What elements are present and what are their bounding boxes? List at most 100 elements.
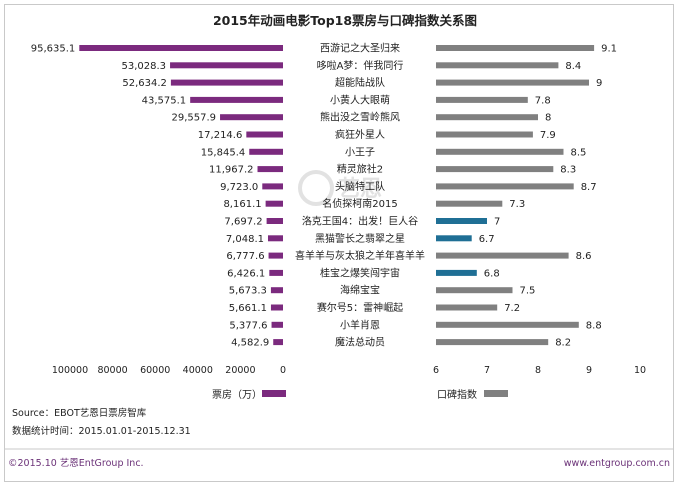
footer-copyright: ©2015.10 艺恩EntGroup Inc.	[8, 458, 144, 469]
rating-tick-label: 9	[586, 365, 592, 376]
source-note: Source：EBOT艺恩日票房智库	[12, 407, 147, 419]
rating-value-label: 8.8	[586, 320, 602, 331]
box-office-bar	[262, 183, 283, 190]
rating-bar	[436, 62, 559, 69]
rating-bar	[436, 339, 549, 346]
box-office-value-label: 15,845.4	[201, 147, 246, 158]
rating-bar	[436, 200, 503, 207]
category-label: 西游记之大圣归来	[320, 42, 400, 55]
box-office-value-label: 7,048.1	[226, 234, 264, 245]
box-office-bar	[269, 269, 283, 276]
box-office-value-label: 5,661.1	[229, 303, 267, 314]
box-office-value-label: 43,575.1	[142, 95, 187, 106]
category-label: 名侦探柯南2015	[322, 197, 397, 210]
rating-value-label: 9.1	[601, 44, 617, 55]
rating-value-label: 7.9	[540, 130, 556, 141]
rating-bar	[436, 321, 579, 328]
box-office-value-label: 5,673.3	[229, 286, 267, 297]
category-label: 小王子	[345, 146, 375, 158]
rating-bar	[436, 131, 533, 138]
rating-axis: 6 7 8 9 10	[433, 365, 646, 376]
box-office-tick-label: 20000	[225, 365, 255, 376]
legend-rating-label: 口碑指数	[437, 388, 477, 401]
category-label: 疯狂外星人	[335, 128, 385, 141]
rating-bar	[436, 183, 574, 190]
legend-box-office-swatch	[262, 390, 286, 397]
rating-value-label: 8	[545, 113, 551, 124]
period-note: 数据统计时间：2015.01.01-2015.12.31	[12, 425, 191, 437]
rating-tick-label: 7	[484, 365, 490, 376]
rating-bar	[436, 96, 528, 103]
box-office-tick-label: 60000	[140, 365, 170, 376]
box-office-value-label: 7,697.2	[224, 217, 262, 228]
category-label: 超能陆战队	[335, 76, 385, 89]
rating-series: 9.1 8.4 9 7.8 8 7.9 8.5 8.3 8.7 7.3 7 6.7 8.6 6.8 7.57…	[436, 44, 617, 349]
rating-bar	[436, 218, 487, 224]
box-office-bar	[79, 45, 283, 51]
category-label: 洛克王国4：出发！巨人谷	[302, 215, 418, 228]
watermark: 艺恩	[298, 170, 382, 206]
box-office-bar	[249, 148, 283, 155]
rating-value-label: 7.2	[504, 303, 520, 314]
box-office-bar	[271, 321, 283, 328]
box-office-value-label: 95,635.1	[31, 44, 76, 55]
rating-value-label: 7.5	[520, 286, 536, 297]
box-office-tick-label: 40000	[183, 365, 213, 376]
box-office-tick-label: 0	[280, 365, 286, 376]
legend: 票房（万） 口碑指数	[212, 388, 508, 401]
rating-bar	[436, 45, 595, 51]
category-label: 海绵宝宝	[340, 284, 380, 297]
footer-url: www.entgroup.com.cn	[564, 458, 670, 469]
category-label: 精灵旅社2	[337, 163, 383, 176]
box-office-value-label: 5,377.6	[229, 320, 267, 331]
rating-value-label: 7.3	[509, 199, 525, 210]
box-office-bar	[170, 79, 283, 86]
category-label: 黑猫警长之翡翠之星	[315, 232, 405, 245]
category-label: 小羊肖恩	[340, 318, 380, 331]
box-office-bar	[270, 304, 283, 311]
legend-rating-swatch	[484, 390, 508, 397]
box-office-bar	[270, 287, 283, 294]
rating-bar	[436, 148, 564, 155]
box-office-bar	[170, 62, 283, 69]
rating-bar	[436, 114, 538, 121]
watermark-text: 艺恩	[338, 176, 382, 202]
box-office-bar	[190, 96, 283, 103]
rating-value-label: 6.8	[484, 268, 500, 279]
box-office-value-label: 8,161.1	[223, 199, 261, 210]
box-office-value-label: 4,582.9	[231, 338, 269, 349]
category-label: 桂宝之爆笑闯宇宙	[320, 266, 400, 279]
box-office-bar	[220, 114, 283, 121]
box-office-value-label: 6,777.6	[226, 251, 264, 262]
box-office-bar	[273, 339, 283, 346]
rating-value-label: 7	[494, 217, 500, 228]
box-office-bar	[266, 218, 283, 224]
rating-bar	[436, 287, 513, 294]
box-office-value-label: 9,723.0	[220, 182, 258, 193]
category-label: 魔法总动员	[335, 336, 385, 349]
box-office-value-label: 6,426.1	[227, 268, 265, 279]
rating-tick-label: 8	[535, 365, 541, 376]
category-label: 头脑特工队	[335, 180, 385, 193]
rating-bar	[436, 269, 477, 276]
rating-value-label: 8.6	[576, 251, 592, 262]
rating-tick-label: 10	[634, 365, 646, 376]
category-label: 熊出没之雪岭熊风	[320, 111, 400, 124]
rating-bar	[436, 304, 498, 311]
box-office-value-label: 53,028.3	[122, 61, 167, 72]
box-office-tick-label: 100000	[52, 365, 88, 376]
category-label: 小黄人大眼萌	[330, 93, 390, 106]
rating-value-label: 8.2	[555, 338, 571, 349]
rating-value-label: 8.5	[571, 147, 587, 158]
box-office-bar	[246, 131, 283, 138]
box-office-axis: 100000 80000 60000 40000 20000 0	[52, 365, 286, 376]
chart-frame	[4, 4, 674, 482]
legend-box-office-label: 票房（万）	[212, 388, 262, 401]
rating-bar	[436, 166, 554, 173]
box-office-value-label: 11,967.2	[209, 165, 254, 176]
rating-bar	[436, 252, 569, 259]
box-office-tick-label: 80000	[97, 365, 127, 376]
rating-value-label: 9	[596, 78, 602, 89]
rating-tick-label: 6	[433, 365, 439, 376]
